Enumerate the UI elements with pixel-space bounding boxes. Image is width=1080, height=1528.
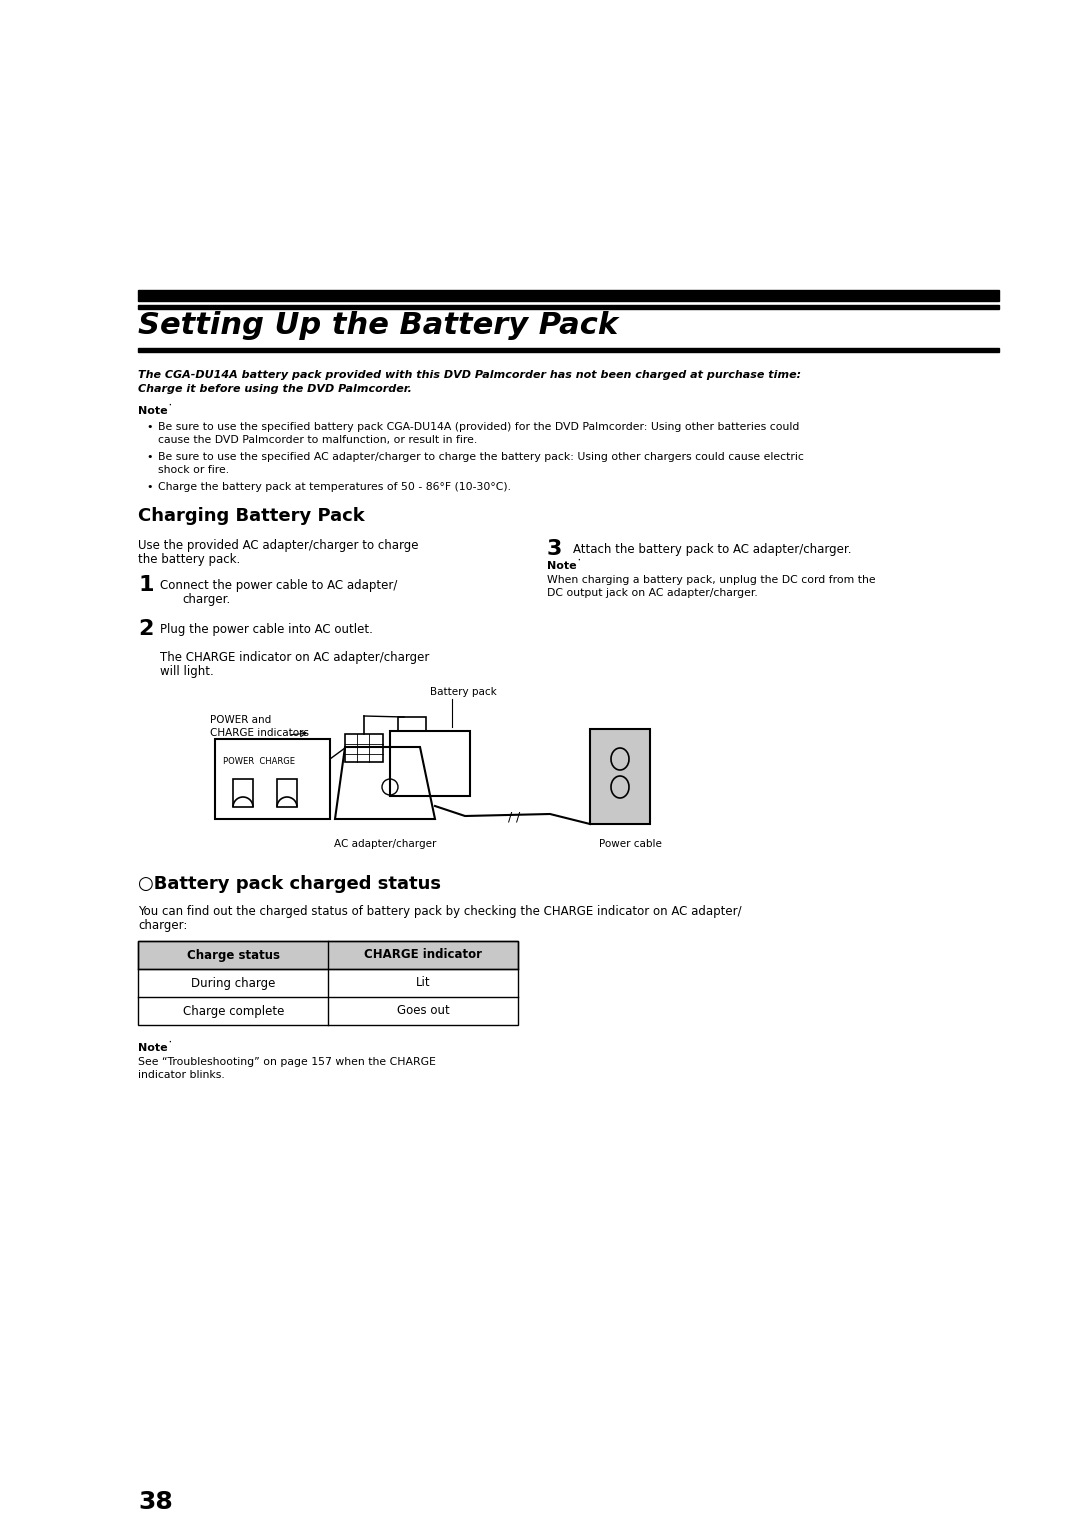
Text: See “Troubleshooting” on page 157 when the CHARGE: See “Troubleshooting” on page 157 when t… xyxy=(138,1057,436,1067)
Text: ˙: ˙ xyxy=(167,1041,172,1051)
Text: 2: 2 xyxy=(138,619,153,639)
Bar xyxy=(138,348,999,351)
Bar xyxy=(233,779,253,807)
Text: the battery pack.: the battery pack. xyxy=(138,553,241,565)
Text: Goes out: Goes out xyxy=(396,1004,449,1018)
Text: charger:: charger: xyxy=(138,918,188,932)
Text: /: / xyxy=(515,811,519,824)
Text: AC adapter/charger: AC adapter/charger xyxy=(334,839,436,850)
Text: •: • xyxy=(146,422,152,432)
Text: You can find out the charged status of battery pack by checking the CHARGE indic: You can find out the charged status of b… xyxy=(138,905,742,918)
Text: POWER  CHARGE: POWER CHARGE xyxy=(222,756,295,766)
Text: •: • xyxy=(146,481,152,492)
Text: Note: Note xyxy=(138,406,167,416)
Text: Charge status: Charge status xyxy=(187,949,280,961)
Text: Use the provided AC adapter/charger to charge: Use the provided AC adapter/charger to c… xyxy=(138,539,419,552)
Text: The CGA-DU14A battery pack provided with this DVD Palmcorder has not been charge: The CGA-DU14A battery pack provided with… xyxy=(138,370,801,380)
Bar xyxy=(138,941,518,969)
Text: 38: 38 xyxy=(138,1490,173,1514)
Text: 1: 1 xyxy=(138,575,153,594)
Text: ˙: ˙ xyxy=(576,559,581,568)
Text: Charging Battery Pack: Charging Battery Pack xyxy=(138,507,365,526)
Text: The CHARGE indicator on AC adapter/charger: The CHARGE indicator on AC adapter/charg… xyxy=(160,651,430,665)
Text: During charge: During charge xyxy=(191,976,275,990)
Text: Plug the power cable into AC outlet.: Plug the power cable into AC outlet. xyxy=(160,623,373,636)
Bar xyxy=(138,941,518,1025)
Text: Note: Note xyxy=(548,561,577,571)
Bar xyxy=(390,730,470,796)
Text: Charge the battery pack at temperatures of 50 - 86°F (10-30°C).: Charge the battery pack at temperatures … xyxy=(159,481,511,492)
Text: 3: 3 xyxy=(548,539,563,559)
Bar xyxy=(590,729,650,824)
Bar xyxy=(399,717,426,730)
Text: When charging a battery pack, unplug the DC cord from the: When charging a battery pack, unplug the… xyxy=(548,575,876,585)
Text: Be sure to use the specified battery pack CGA-DU14A (provided) for the DVD Palmc: Be sure to use the specified battery pac… xyxy=(159,422,799,432)
Text: Lit: Lit xyxy=(416,976,431,990)
Text: DC output jack on AC adapter/charger.: DC output jack on AC adapter/charger. xyxy=(548,588,758,597)
Text: POWER and: POWER and xyxy=(210,715,271,724)
Text: Charge complete: Charge complete xyxy=(183,1004,284,1018)
Text: Setting Up the Battery Pack: Setting Up the Battery Pack xyxy=(138,312,619,341)
Text: Connect the power cable to AC adapter/: Connect the power cable to AC adapter/ xyxy=(160,579,397,591)
Text: Battery pack: Battery pack xyxy=(430,688,497,697)
Text: charger.: charger. xyxy=(183,593,230,607)
Text: ˙: ˙ xyxy=(167,403,172,414)
Bar xyxy=(276,779,297,807)
Text: Be sure to use the specified AC adapter/charger to charge the battery pack: Usin: Be sure to use the specified AC adapter/… xyxy=(159,452,805,461)
Text: Charge it before using the DVD Palmcorder.: Charge it before using the DVD Palmcorde… xyxy=(138,384,413,394)
Text: CHARGE indicators: CHARGE indicators xyxy=(210,727,309,738)
Bar xyxy=(345,733,383,762)
Text: Note: Note xyxy=(138,1044,167,1053)
Text: will light.: will light. xyxy=(160,665,214,678)
Bar xyxy=(215,740,330,819)
Bar xyxy=(138,290,999,301)
Text: Attach the battery pack to AC adapter/charger.: Attach the battery pack to AC adapter/ch… xyxy=(573,542,851,556)
Text: •: • xyxy=(146,452,152,461)
Text: ○Battery pack charged status: ○Battery pack charged status xyxy=(138,876,442,892)
Text: /: / xyxy=(508,811,512,824)
Bar xyxy=(138,306,999,309)
Text: cause the DVD Palmcorder to malfunction, or result in fire.: cause the DVD Palmcorder to malfunction,… xyxy=(159,435,477,445)
Text: Power cable: Power cable xyxy=(598,839,661,850)
Text: indicator blinks.: indicator blinks. xyxy=(138,1070,225,1080)
Text: shock or fire.: shock or fire. xyxy=(159,465,229,475)
Text: CHARGE indicator: CHARGE indicator xyxy=(364,949,483,961)
